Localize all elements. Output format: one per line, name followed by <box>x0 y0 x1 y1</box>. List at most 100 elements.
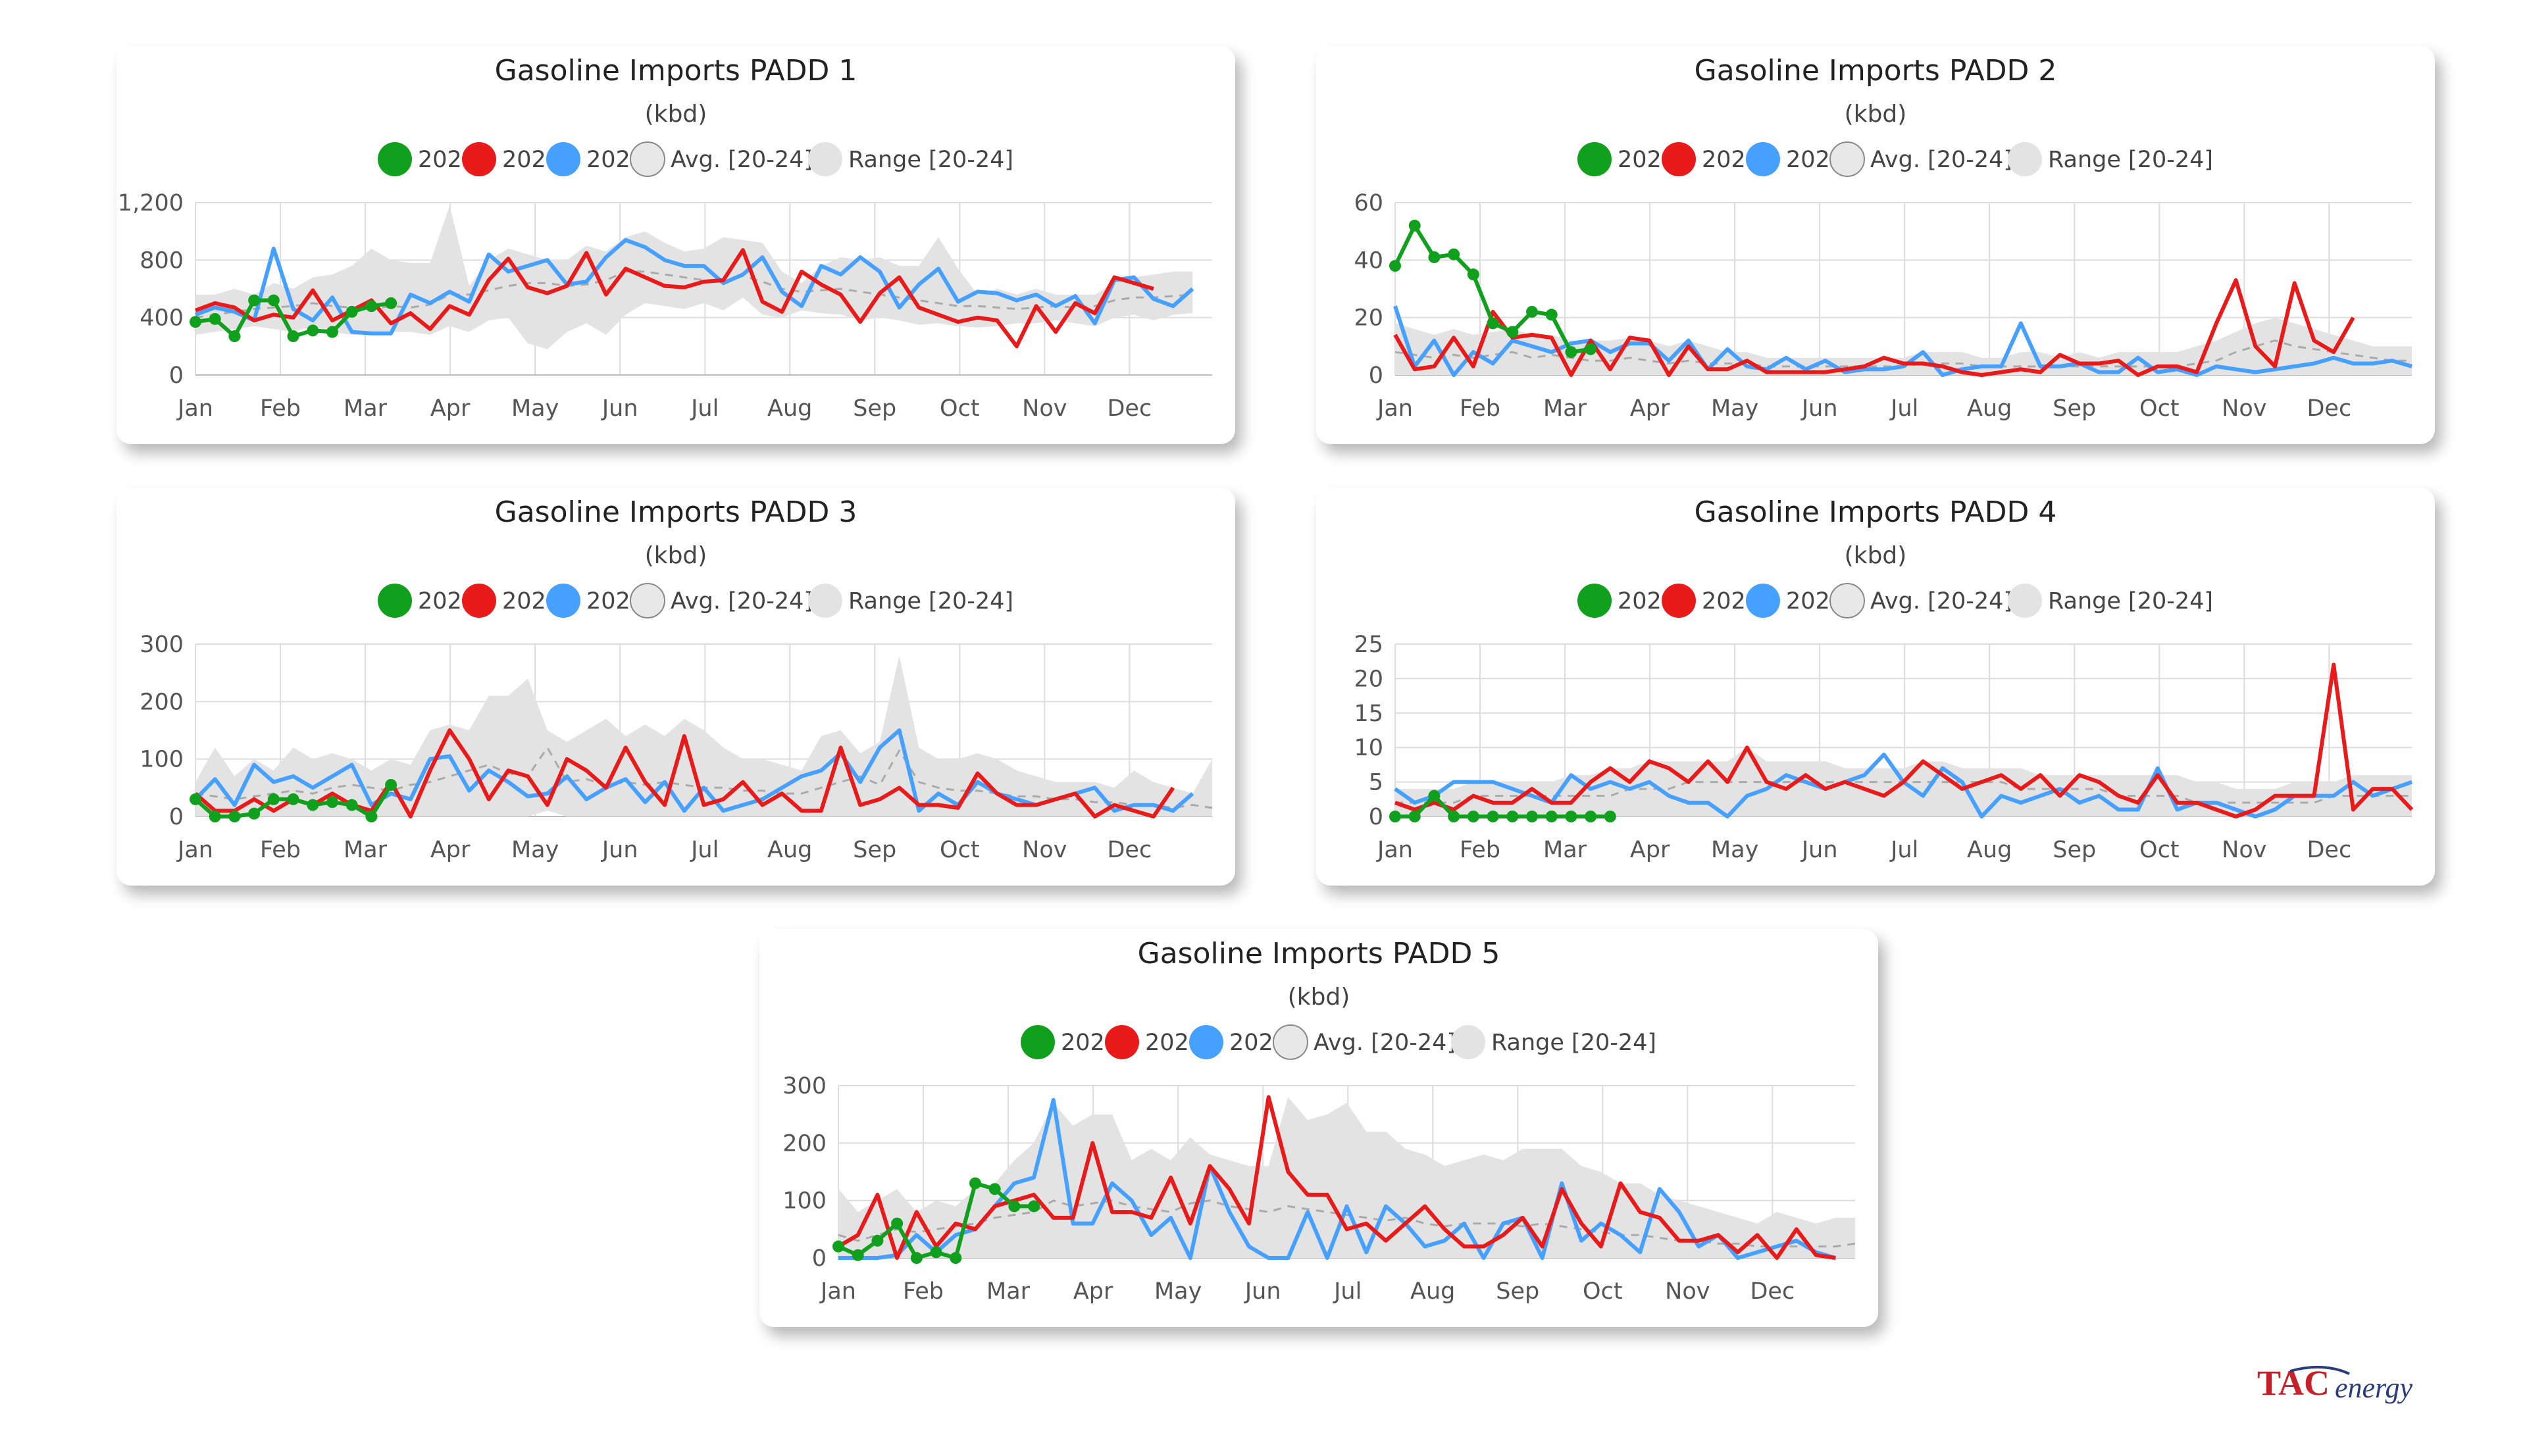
x-tick-label: Jul <box>1333 1278 1362 1305</box>
point-2025 <box>1525 305 1538 318</box>
point-2025 <box>1565 811 1577 822</box>
legend-item-s2025: 2025 <box>1577 584 1676 618</box>
y-tick-label: 100 <box>782 1188 827 1215</box>
point-2025 <box>930 1246 942 1259</box>
x-tick-label: Apr <box>1630 837 1670 863</box>
legend-marker-s2025 <box>1577 142 1612 176</box>
legend-label-range: Range [20-24] <box>2048 147 2213 173</box>
chart-card-padd5: Gasoline Imports PADD 5 (kbd) 2025 2024 2023… <box>759 929 1878 1327</box>
x-tick-label: Aug <box>1410 1278 1455 1305</box>
legend-item-s2024: 2024 <box>1105 1025 1204 1059</box>
x-tick-label: Jan <box>176 395 213 422</box>
legend-marker-s2024 <box>1662 142 1696 176</box>
point-2025 <box>287 330 299 343</box>
y-tick-label: 60 <box>1354 190 1383 216</box>
y-tick-label: 10 <box>1354 735 1383 761</box>
x-tick-label: May <box>511 837 559 863</box>
point-2025 <box>1487 317 1499 330</box>
point-2025 <box>1467 811 1479 822</box>
series-line-2024 <box>1394 663 2414 818</box>
x-tick-label: Mar <box>344 837 388 863</box>
point-2025 <box>1585 811 1597 822</box>
range-band <box>1395 317 2412 375</box>
x-tick-label: Sep <box>853 837 896 863</box>
legend-marker-s2025 <box>378 584 412 618</box>
y-tick-label: 400 <box>140 305 184 332</box>
x-tick-label: Mar <box>986 1278 1031 1305</box>
legend-item-range: Range [20-24] <box>1451 1025 1656 1059</box>
legend-marker-s2023 <box>546 584 580 618</box>
chart-subtitle: (kbd) <box>1845 542 1907 569</box>
point-2025 <box>385 297 397 309</box>
legend-item-avg: Avg. [20-24] <box>1273 1024 1456 1060</box>
point-2025 <box>209 811 221 822</box>
x-tick-label: Feb <box>260 395 301 422</box>
legend-marker-s2024 <box>462 584 496 618</box>
legend-label-range: Range [20-24] <box>848 147 1013 173</box>
y-tick-label: 20 <box>1354 666 1383 692</box>
legend-item-range: Range [20-24] <box>2008 142 2213 176</box>
point-2025 <box>1506 326 1519 338</box>
logo-swoosh <box>2289 1365 2350 1375</box>
y-tick-label: 200 <box>782 1130 827 1157</box>
point-2025 <box>385 778 397 791</box>
point-2025 <box>267 294 280 307</box>
x-tick-label: Oct <box>2139 837 2180 863</box>
point-2025 <box>287 793 299 805</box>
point-2025 <box>1448 248 1460 261</box>
point-2025 <box>1545 309 1558 321</box>
point-2025 <box>365 811 378 822</box>
x-tick-label: Dec <box>1750 1278 1795 1305</box>
y-tick-label: 0 <box>812 1245 827 1272</box>
legend-marker-avg <box>1829 141 1865 177</box>
x-tick-label: Apr <box>1630 395 1670 422</box>
point-2025 <box>950 1252 962 1264</box>
legend-marker-s2023 <box>1189 1025 1223 1059</box>
x-tick-label: Dec <box>1107 837 1152 863</box>
x-tick-label: Feb <box>1460 395 1500 422</box>
legend-label-range: Range [20-24] <box>848 588 1013 615</box>
x-tick-label: Jul <box>1889 395 1918 422</box>
x-tick-label: Sep <box>853 395 896 422</box>
x-tick-label: Sep <box>1496 1278 1539 1305</box>
point-2025 <box>1408 219 1421 232</box>
x-tick-label: Nov <box>2222 395 2266 422</box>
x-tick-label: Jan <box>819 1278 856 1305</box>
series-line-avg <box>838 1199 1856 1247</box>
x-tick-label: Jun <box>1800 837 1838 863</box>
legend-marker-s2023 <box>1746 584 1780 618</box>
legend-item-s2024: 2024 <box>1662 142 1760 176</box>
range-band <box>195 205 1193 349</box>
series-line-avg <box>195 270 1193 319</box>
y-tick-label: 40 <box>1354 247 1383 274</box>
legend-label-avg: Avg. [20-24] <box>1870 588 2012 615</box>
series-line-2023 <box>194 238 1194 336</box>
point-2025 <box>1506 811 1519 822</box>
point-2025 <box>1008 1200 1021 1213</box>
chart-subtitle: (kbd) <box>1288 984 1350 1011</box>
point-2025 <box>228 330 241 343</box>
y-tick-label: 300 <box>140 632 184 658</box>
legend-marker-s2023 <box>546 142 580 176</box>
legend-label-avg: Avg. [20-24] <box>1314 1030 1456 1056</box>
x-tick-label: Dec <box>2307 837 2351 863</box>
x-tick-label: Dec <box>1107 395 1152 422</box>
point-2025 <box>1565 346 1577 359</box>
point-2025 <box>1585 343 1597 355</box>
x-tick-label: Dec <box>2307 395 2351 422</box>
tac-energy-logo: TAC energy <box>2251 1361 2448 1407</box>
x-tick-label: Jun <box>601 837 638 863</box>
y-tick-label: 800 <box>140 247 184 274</box>
legend-marker-range <box>808 584 842 618</box>
point-2025 <box>345 305 358 318</box>
point-2025 <box>1028 1200 1040 1213</box>
series-line-2023 <box>193 728 1194 813</box>
x-tick-label: Oct <box>940 395 980 422</box>
series-line-2024 <box>1393 278 2355 377</box>
chart-padd2: Gasoline Imports PADD 2(kbd)2025 2024 2023… <box>1354 54 2412 422</box>
y-tick-label: 15 <box>1354 701 1383 727</box>
point-2025 <box>1545 811 1558 822</box>
point-2025 <box>988 1183 1001 1195</box>
legend-marker-s2024 <box>462 142 496 176</box>
point-2025 <box>832 1240 844 1253</box>
